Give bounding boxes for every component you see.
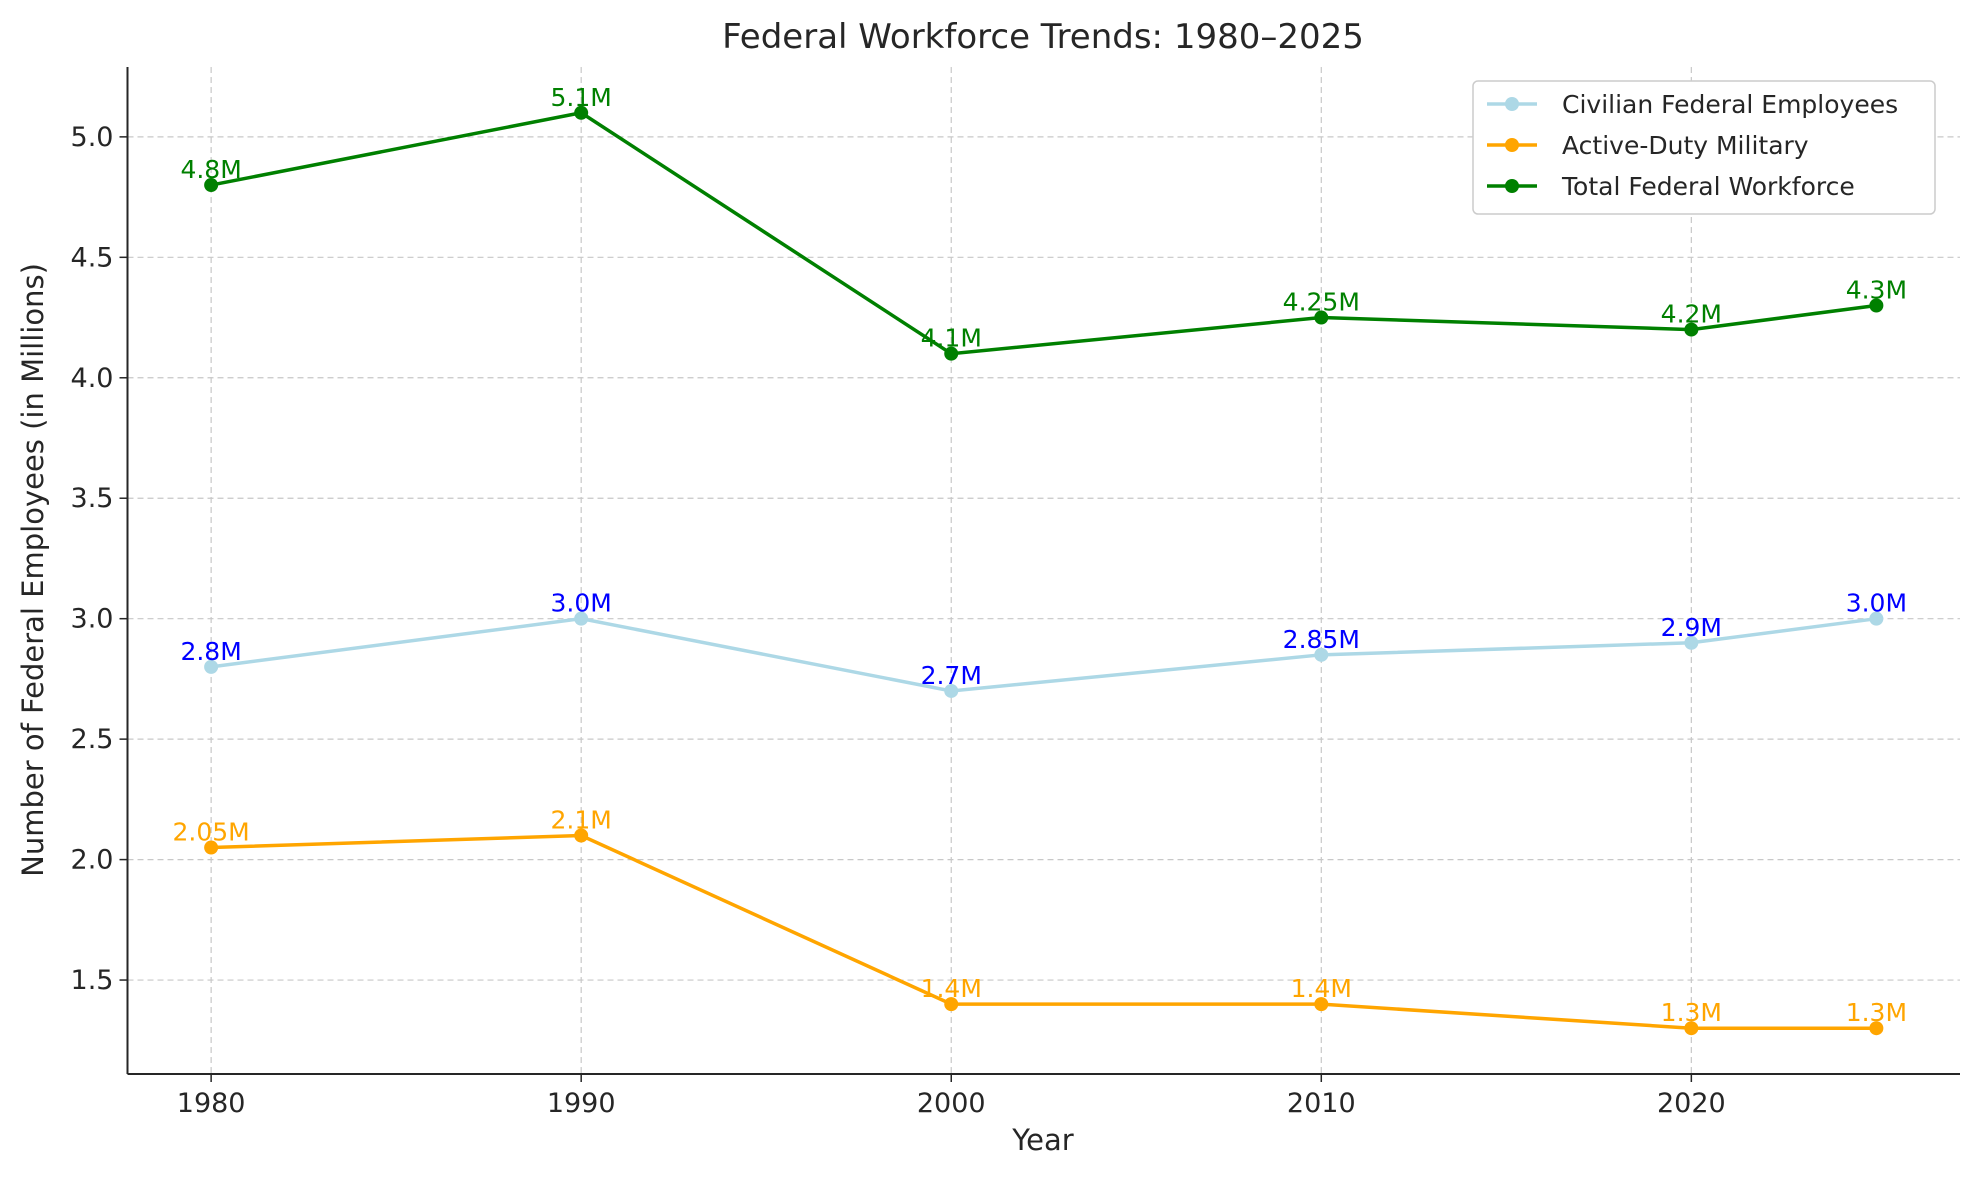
- data-label: 2.7M: [921, 661, 982, 690]
- legend-label: Civilian Federal Employees: [1562, 90, 1898, 119]
- series-line: [210, 616, 1877, 693]
- y-tick-label: 2.5: [71, 724, 114, 755]
- legend-marker: [1505, 179, 1519, 193]
- data-label: 3.0M: [551, 589, 612, 618]
- data-point: [1869, 298, 1884, 313]
- x-tick-label: 1980: [177, 1088, 246, 1119]
- x-tick-label: 2000: [917, 1088, 986, 1119]
- data-label: 1.4M: [1291, 974, 1352, 1003]
- data-point: [574, 611, 589, 626]
- data-point: [204, 840, 219, 855]
- legend-box: [1472, 80, 1936, 215]
- data-label: 2.05M: [173, 818, 250, 847]
- data-point: [204, 659, 219, 674]
- data-point: [574, 828, 589, 843]
- y-tick-label: 2.0: [71, 845, 114, 876]
- series-line: [210, 110, 1877, 356]
- data-point: [1684, 635, 1699, 650]
- grid: [127, 67, 1960, 1074]
- legend-label: Active-Duty Military: [1562, 131, 1809, 160]
- data-label: 2.85M: [1283, 625, 1360, 654]
- series-2: 4.8M 5.1M 4.1M 4.25M 4.2M 4.3M: [180, 83, 1907, 361]
- x-tick-label: 1990: [547, 1088, 616, 1119]
- y-tick-label: 1.5: [71, 965, 114, 996]
- data-label: 4.3M: [1846, 276, 1907, 305]
- data-point: [204, 178, 219, 193]
- y-tick-label: 4.5: [71, 242, 114, 273]
- data-label: 4.2M: [1661, 300, 1722, 329]
- x-tick-label: 2010: [1287, 1088, 1356, 1119]
- x-axis-label: Year: [1011, 1123, 1073, 1157]
- chart-title: Federal Workforce Trends: 1980–2025: [722, 17, 1364, 57]
- data-point: [1869, 611, 1884, 626]
- y-axis-label: Number of Federal Employees (in Millions…: [16, 263, 50, 877]
- data-label: 5.1M: [551, 83, 612, 112]
- data-point: [1684, 1021, 1699, 1036]
- series-1: 2.05M 2.1M 1.4M 1.4M 1.3M 1.3M: [173, 806, 1907, 1036]
- data-label: 3.0M: [1846, 589, 1907, 618]
- data-label: 2.8M: [180, 637, 241, 666]
- y-tick-label: 3.0: [71, 604, 114, 635]
- series-line: [211, 833, 1877, 1030]
- data-label: 1.3M: [1661, 998, 1722, 1027]
- series-0: 2.8M 3.0M 2.7M 2.85M 2.9M 3.0M: [180, 589, 1907, 698]
- series-group: 2.8M 3.0M 2.7M 2.85M 2.9M 3.0M 2.05M 2.1M 1.4M 1.…: [173, 83, 1907, 1036]
- data-point: [1314, 647, 1329, 662]
- y-tick-label: 3.5: [71, 483, 114, 514]
- data-label: 1.4M: [921, 974, 982, 1003]
- data-point: [944, 683, 959, 698]
- y-tick-label: 4.0: [71, 363, 114, 394]
- y-tick-label: 5.0: [71, 122, 114, 153]
- data-point: [944, 997, 959, 1012]
- data-point: [1314, 310, 1329, 325]
- legend-marker: [1505, 97, 1519, 111]
- axes: 1980 1990 2000 2010 2020 1.5 2.0 2.5 3.0 3.5 4.0 4.…: [71, 67, 1960, 1119]
- data-point: [574, 105, 589, 120]
- data-point: [1314, 997, 1329, 1012]
- data-point: [1684, 322, 1699, 337]
- x-tick-label: 2020: [1657, 1088, 1726, 1119]
- data-label: 4.25M: [1283, 288, 1360, 317]
- data-label: 4.1M: [921, 324, 982, 353]
- data-point: [944, 346, 959, 361]
- data-label: 2.1M: [551, 806, 612, 835]
- data-label: 1.3M: [1846, 998, 1907, 1027]
- legend: Civilian Federal Employees Active-Duty Mi…: [1472, 80, 1936, 215]
- data-point: [1869, 1021, 1884, 1036]
- legend-marker: [1505, 138, 1519, 152]
- data-label: 2.9M: [1661, 613, 1722, 642]
- data-label: 4.8M: [180, 155, 241, 184]
- legend-label: Total Federal Workforce: [1561, 172, 1855, 201]
